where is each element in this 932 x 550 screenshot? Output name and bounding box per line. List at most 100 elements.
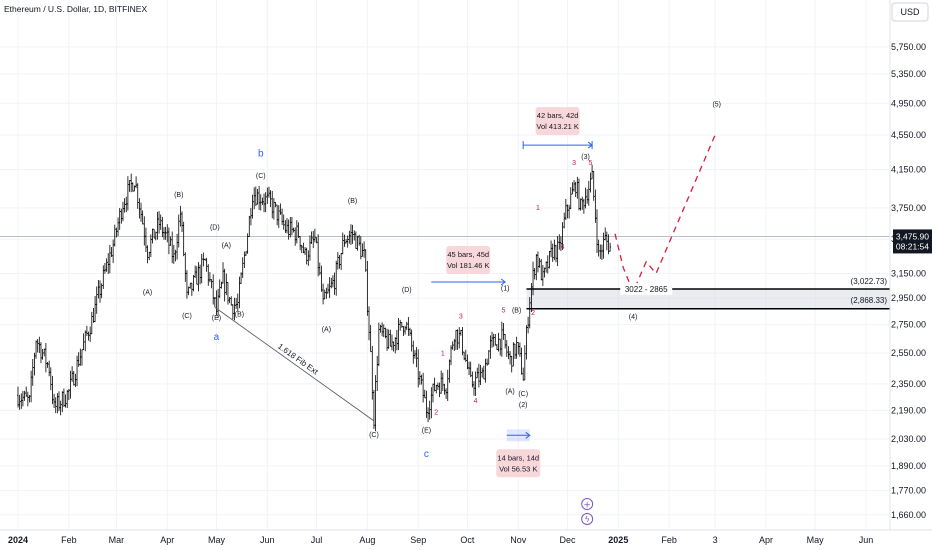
x-tick-label: May <box>807 535 825 545</box>
y-tick-label: 1,770.00 <box>891 486 926 496</box>
wave-label: (B) <box>235 312 244 319</box>
flash-icon[interactable]: ϟ <box>581 513 594 525</box>
x-tick-label: Oct <box>460 535 475 545</box>
wave-label: (D) <box>402 287 412 294</box>
zone-bottom-label: (2,868.33) <box>851 296 888 305</box>
x-tick-label: Jun <box>859 535 874 545</box>
measure-bars-label: 14 bars, 14d <box>497 453 539 462</box>
svg-text:+: + <box>583 501 591 511</box>
wave-label: (C) <box>369 432 379 439</box>
time-axis[interactable]: 2024 Feb Mar Apr May Jun Jul Aug Sep Oct Nov Dec 202… <box>0 529 932 550</box>
y-tick-label: 1,660.00 <box>891 510 926 520</box>
current-price-label: 3,475.90 <box>896 231 929 241</box>
wave-label: (C) <box>518 391 528 398</box>
wave-label: (C) <box>256 173 266 180</box>
y-tick-label: 1,890.00 <box>891 461 926 471</box>
wave-label: (A) <box>143 289 152 296</box>
measure-box <box>496 449 541 478</box>
wave-label: (C) <box>182 313 192 320</box>
x-tick-label: Jun <box>260 535 275 545</box>
x-tick-label: Feb <box>61 535 77 545</box>
x-tick-label: Apr <box>160 535 174 545</box>
wave-label: 4 <box>561 244 565 251</box>
wave-label: (D) <box>210 225 220 232</box>
wave-label: (B) <box>512 308 521 315</box>
x-tick-label: Nov <box>510 535 527 545</box>
wave-label: 1 <box>441 350 445 357</box>
measure-vol-label: Vol 413.21 K <box>536 122 579 131</box>
x-tick-label: Sep <box>410 535 426 545</box>
chart-title: Ethereum / U.S. Dollar, 1D, BITFINEX <box>4 4 147 14</box>
x-tick-label: Feb <box>661 535 677 545</box>
y-tick-label: 2,350.00 <box>891 379 926 389</box>
svg-text:ϟ: ϟ <box>585 515 590 524</box>
x-tick-label: Mar <box>109 535 125 545</box>
measure-vol-label: Vol 56.53 K <box>499 464 537 473</box>
fib-ext-label: 1.618 Fib Ext <box>276 342 320 377</box>
y-tick-label: 5,750.00 <box>891 42 926 52</box>
y-tick-label: 3,150.00 <box>891 269 926 279</box>
wave-label: (3) <box>581 154 590 161</box>
support-zone <box>526 289 890 309</box>
y-tick-label: 2,950.00 <box>891 293 926 303</box>
wave-label: 2 <box>531 310 535 317</box>
wave-label: (1) <box>501 286 510 293</box>
wave-label: (4) <box>629 314 638 321</box>
x-tick-label: May <box>208 535 226 545</box>
x-tick-label: Dec <box>559 535 576 545</box>
wave-label: 3 <box>459 314 463 321</box>
wave-label: 3 <box>572 160 576 167</box>
x-tick-label: 2025 <box>608 535 628 545</box>
candles <box>17 164 612 432</box>
measure-bars-label: 42 bars, 42d <box>537 111 579 120</box>
wave-label: (B) <box>348 198 357 205</box>
x-tick-label: Jul <box>311 535 323 545</box>
y-tick-label: 2,030.00 <box>891 434 926 444</box>
zone-label: 3022 - 2865 <box>625 285 668 294</box>
wave-label: (2) <box>519 402 528 409</box>
wave-label: 5 <box>502 308 506 315</box>
current-price-badge <box>893 229 932 254</box>
wave-label: (E) <box>212 315 221 322</box>
zone-top-label: (3,022.73) <box>851 277 888 286</box>
wave-label: (A) <box>222 243 231 250</box>
annotations-back <box>0 236 890 310</box>
wave-label: b <box>258 148 264 159</box>
y-tick-label: 2,750.00 <box>891 320 926 330</box>
x-tick-label: 3 <box>713 535 718 545</box>
measure-vol-label: Vol 181.46 K <box>447 261 490 270</box>
wave-label: c <box>424 449 429 460</box>
fib-ext-line <box>214 306 375 422</box>
y-tick-label: 3,750.00 <box>891 203 926 213</box>
wave-label: 5 <box>588 160 592 167</box>
y-tick-label: 4,550.00 <box>891 130 926 140</box>
wave-label: (A) <box>505 389 514 396</box>
x-tick-label: 2024 <box>8 535 28 545</box>
x-tick-label: Aug <box>359 535 375 545</box>
wave-labels: (A) (B) (C) (D) (A) (E) (B) (C) (A) (B) (C) (D) (E) (… <box>143 101 721 525</box>
y-tick-label: 2,550.00 <box>891 348 926 358</box>
x-tick-label: Apr <box>759 535 773 545</box>
y-tick-label: 5,350.00 <box>891 69 926 79</box>
zone-label-bg <box>620 283 673 296</box>
wave-label: a <box>214 332 220 343</box>
y-tick-label: 2,190.00 <box>891 405 926 415</box>
currency-button[interactable]: USD <box>891 2 929 22</box>
measure-bars-label: 45 bars, 45d <box>447 250 489 259</box>
wave-label: 2 <box>434 410 438 417</box>
measure-box <box>446 245 491 274</box>
add-alert-icon[interactable]: + <box>581 498 594 511</box>
wave-label: (E) <box>422 428 431 435</box>
wave-label: (5) <box>712 101 721 108</box>
currency-label: USD <box>900 7 920 17</box>
measure-box <box>535 107 580 136</box>
projection-path <box>614 134 716 294</box>
wave-label: (A) <box>322 327 331 334</box>
wave-label: 1 <box>536 205 540 212</box>
grid <box>0 0 890 530</box>
price-axis[interactable]: 5,750.00 5,350.00 4,950.00 4,550.00 4,150.00… <box>889 0 932 550</box>
wave-label: (B) <box>174 192 183 199</box>
y-tick-label: 4,950.00 <box>891 98 926 108</box>
countdown-label: 08:21:54 <box>896 241 929 251</box>
